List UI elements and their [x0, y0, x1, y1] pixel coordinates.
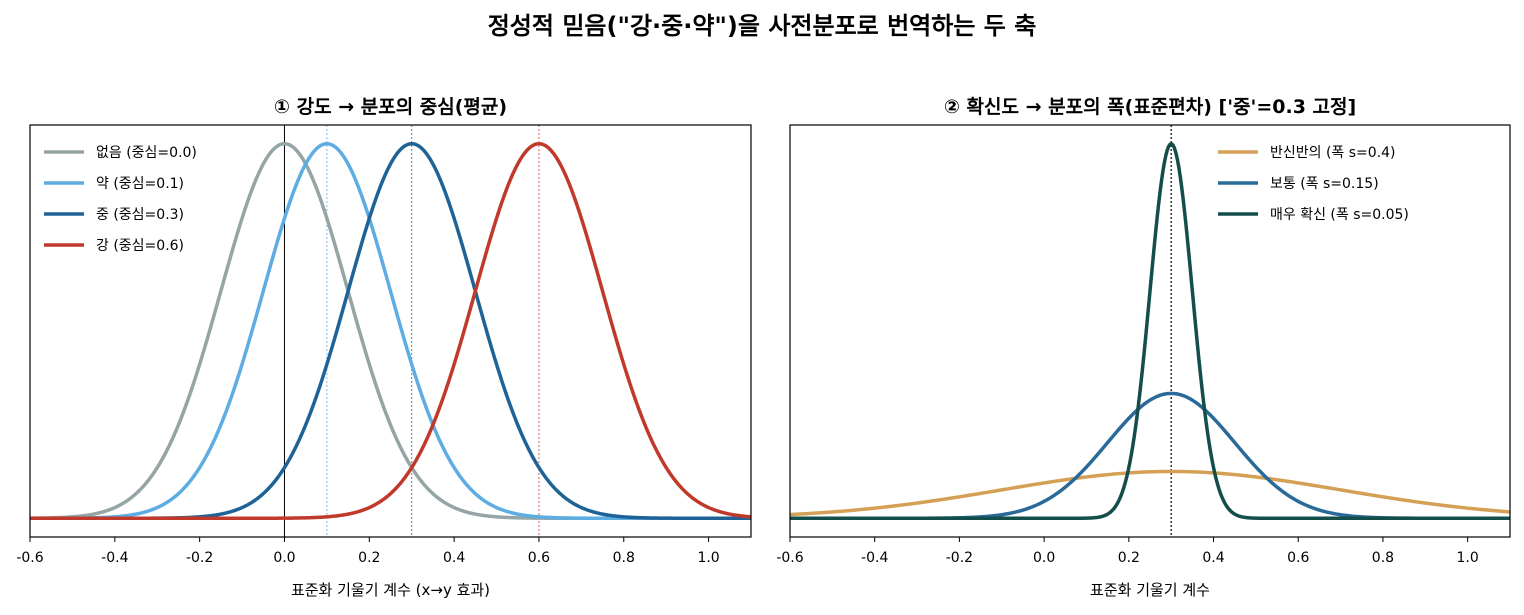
legend-label: 약 (중심=0.1) — [96, 176, 184, 192]
panel-confidence: ② 확신도 → 분포의 폭(표준편차) ['중'=0.3 고정] -0.6 -0.4… — [776, 95, 1511, 599]
x-tick-label: 0.8 — [613, 550, 635, 566]
x-tick-label: 0.8 — [1372, 550, 1394, 566]
axes-frame — [789, 124, 1511, 538]
x-tick-label: 1.0 — [697, 550, 719, 566]
legend: 반신반의 (폭 s=0.4) 보통 (폭 s=0.15) 매우 확신 (폭 s=0.… — [1218, 145, 1409, 223]
legend-label: 반신반의 (폭 s=0.4) — [1270, 145, 1396, 161]
series-line-2 — [30, 141, 751, 521]
legend-label: 보통 (폭 s=0.15) — [1270, 176, 1379, 192]
series-line-2 — [790, 142, 1510, 521]
legend-label: 중 (중심=0.3) — [96, 207, 184, 223]
x-axis-label: 표준화 기울기 계수 — [1090, 581, 1210, 599]
x-tick-label: -0.6 — [16, 550, 43, 566]
plot-area — [790, 125, 1510, 537]
series-line-3 — [30, 141, 751, 521]
x-axis-label: 표준화 기울기 계수 (x→y 효과) — [291, 581, 490, 599]
x-tick-label: 0.0 — [1033, 550, 1055, 566]
panel-title: ② 확신도 → 분포의 폭(표준편차) ['중'=0.3 고정] — [944, 95, 1356, 118]
x-tick-label: 1.0 — [1457, 550, 1479, 566]
panel-strength: ① 강도 → 분포의 중심(평균) -0.6 -0.4 -0.2 0.0 0.2 0.4 0.… — [16, 96, 752, 599]
x-tick-label: 0.2 — [358, 550, 380, 566]
x-tick-label: 0.4 — [443, 550, 465, 566]
x-tick-label: 0.4 — [1202, 550, 1224, 566]
x-tick-label: -0.2 — [946, 550, 973, 566]
x-tick-label: -0.4 — [101, 550, 128, 566]
axes-frame — [29, 124, 752, 538]
x-tick-label: -0.6 — [776, 550, 803, 566]
x-tick-label: 0.6 — [528, 550, 550, 566]
x-tick-label: 0.6 — [1287, 550, 1309, 566]
series-line-0 — [790, 469, 1510, 517]
legend-label: 매우 확신 (폭 s=0.05) — [1270, 207, 1409, 223]
legend-label: 없음 (중심=0.0) — [96, 145, 197, 161]
legend-label: 강 (중심=0.6) — [96, 238, 184, 254]
x-tick-label: -0.2 — [186, 550, 213, 566]
x-tick-label: 0.0 — [273, 550, 295, 566]
x-tick-label: 0.2 — [1118, 550, 1140, 566]
x-tick-label: -0.4 — [861, 550, 888, 566]
panel-title: ① 강도 → 분포의 중심(평균) — [274, 96, 507, 118]
legend: 없음 (중심=0.0) 약 (중심=0.1) 중 (중심=0.3) 강 (중심=0.6… — [44, 145, 197, 254]
plot-area — [30, 125, 751, 537]
series-line-0 — [30, 142, 751, 521]
series-line-1 — [30, 141, 751, 521]
figure-title: 정성적 믿음("강·중·약")을 사전분포로 번역하는 두 축 — [488, 12, 1037, 40]
